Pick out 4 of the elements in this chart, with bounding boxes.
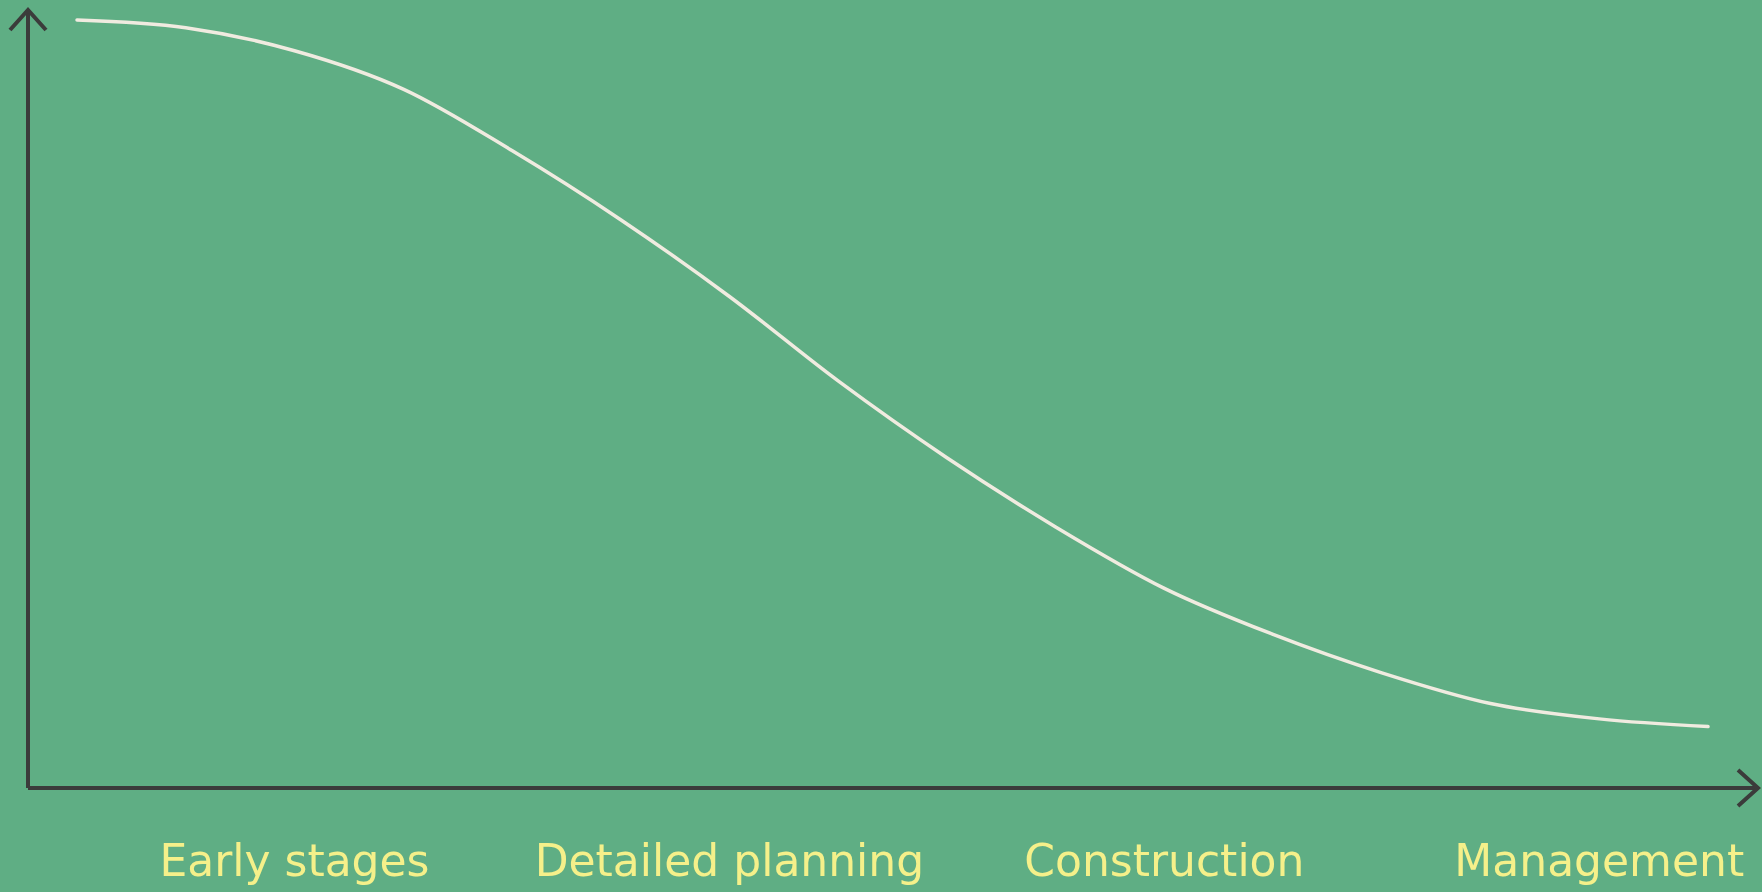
- x-tick-label: Management: [1454, 835, 1745, 886]
- x-tick-label: Detailed planning: [534, 835, 925, 886]
- x-tick-label: Early stages: [159, 835, 430, 886]
- x-tick-label: Construction: [1024, 835, 1305, 886]
